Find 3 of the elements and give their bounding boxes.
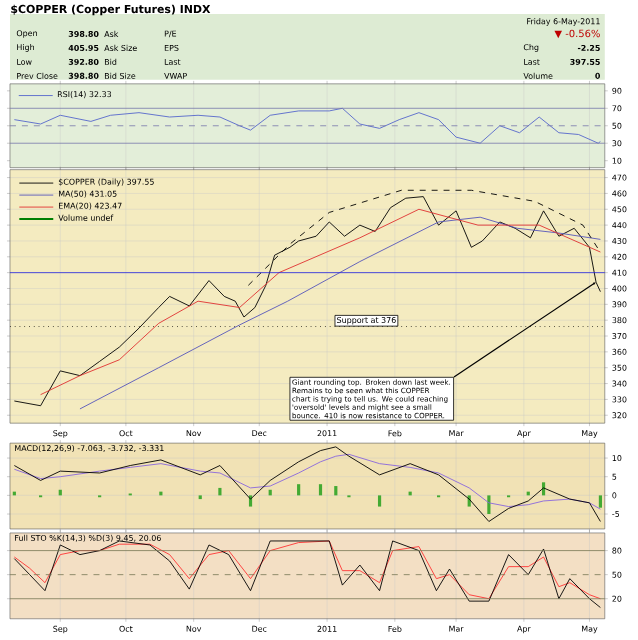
line-series (13, 446, 601, 522)
line-series (13, 453, 601, 510)
line-series (13, 107, 601, 144)
